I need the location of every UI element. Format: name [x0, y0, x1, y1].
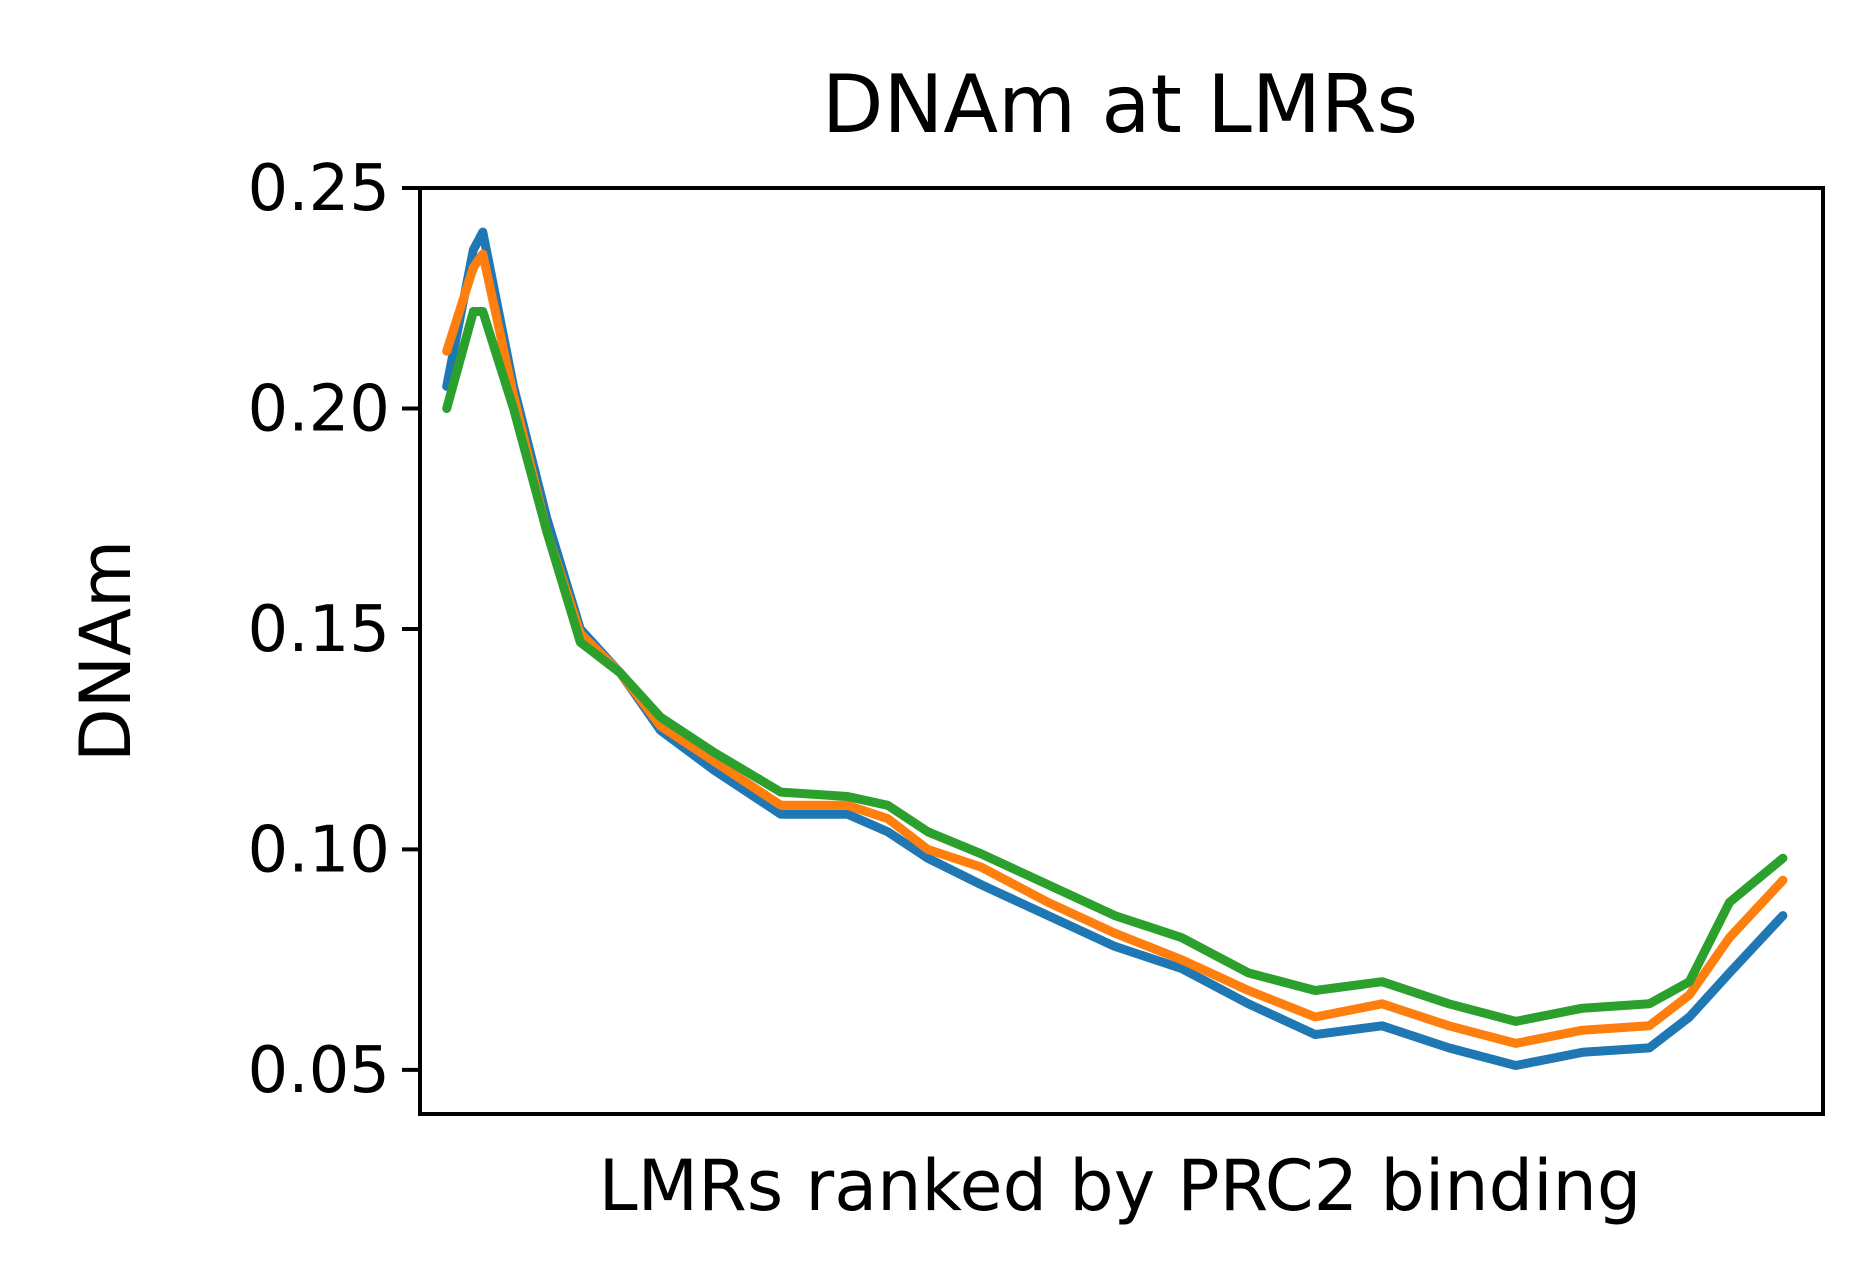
- chart-title: DNAm at LMRs: [822, 58, 1418, 151]
- plot-area-frame: [418, 186, 1825, 1116]
- y-tick-label: 0.25: [248, 152, 391, 226]
- y-axis-label: DNAm: [65, 540, 147, 762]
- y-axis-ticks: 0.05 0.10 0.15 0.20 0.25: [248, 152, 420, 1108]
- y-tick-label: 0.05: [248, 1034, 391, 1108]
- x-axis-label: LMRs ranked by PRC2 binding: [599, 1145, 1642, 1227]
- series-line-2: [442, 249, 1788, 1048]
- y-tick-label: 0.15: [248, 593, 391, 667]
- series-line-3: [442, 307, 1788, 1026]
- y-tick-label: 0.10: [248, 813, 391, 887]
- series-lines: [442, 227, 1788, 1070]
- series-line-1: [442, 227, 1788, 1070]
- y-tick-label: 0.20: [248, 372, 391, 446]
